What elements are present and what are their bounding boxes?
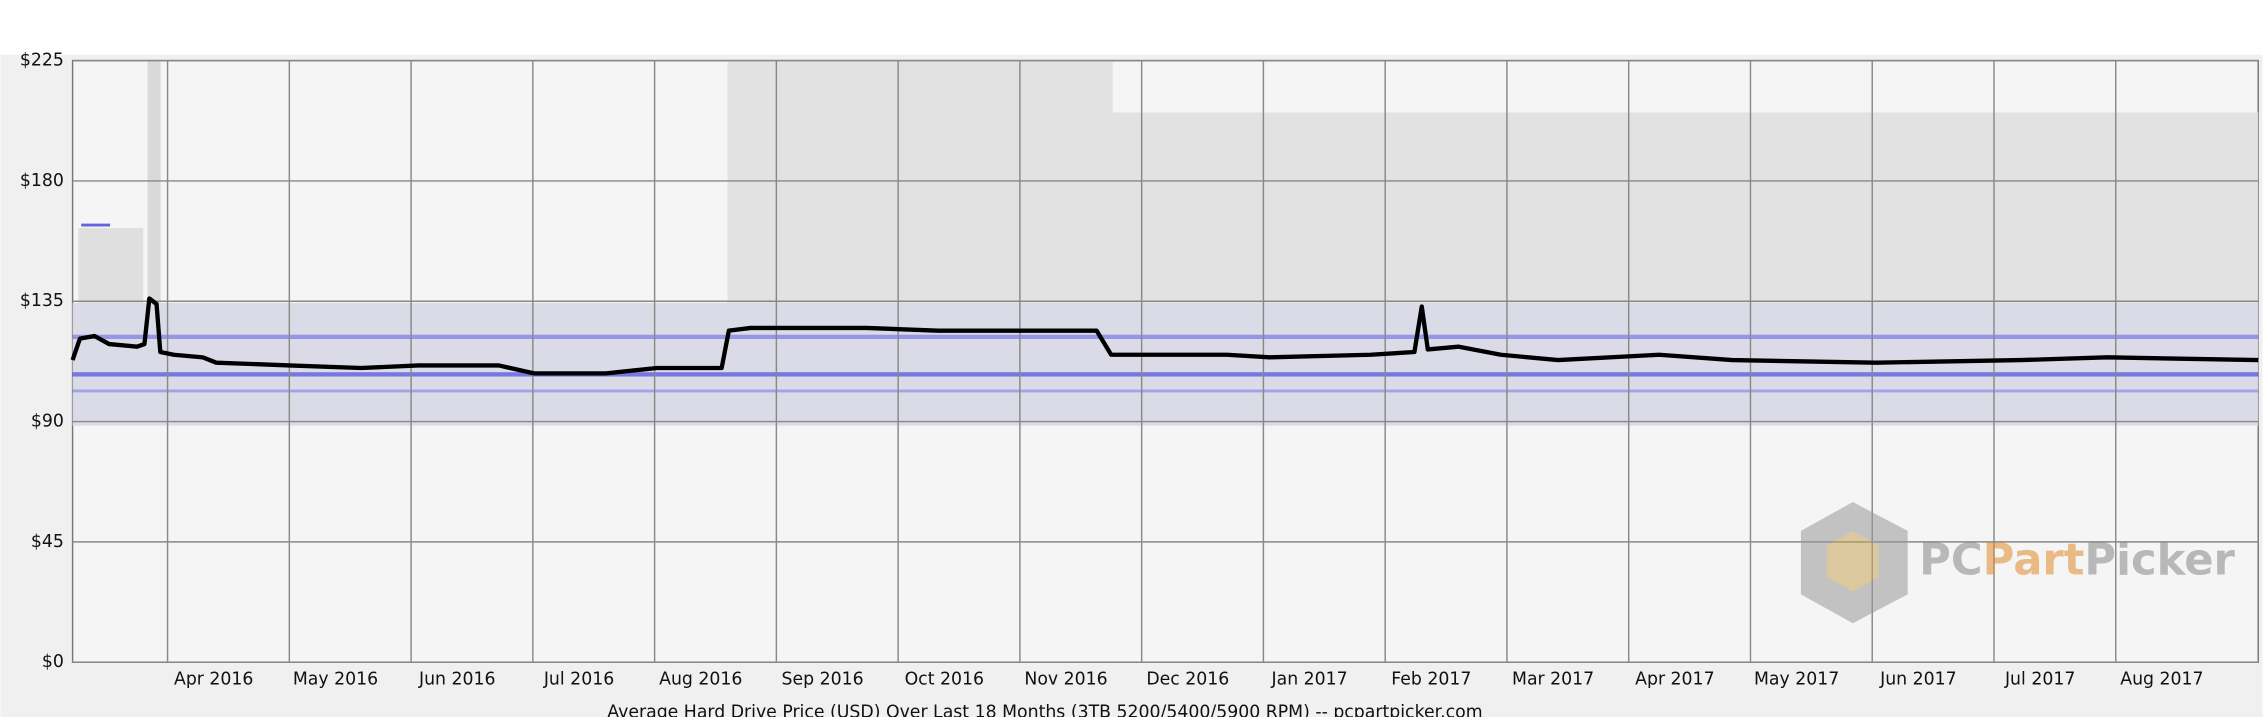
x-tick-label: Jun 2016	[418, 669, 496, 689]
x-tick-label: Nov 2016	[1024, 669, 1107, 689]
watermark-part: Part	[1983, 535, 2085, 585]
grid	[72, 59, 2259, 663]
price-range-shading	[72, 60, 2259, 426]
x-tick-label: Feb 2017	[1391, 669, 1471, 689]
x-tick-label: Mar 2017	[1512, 669, 1594, 689]
watermark-picker: Picker	[2084, 535, 2235, 585]
x-tick-label: Aug 2016	[659, 669, 742, 689]
x-tick-label: Apr 2017	[1635, 669, 1714, 689]
chart-title: Average Hard Drive Price (USD) Over Last…	[607, 703, 1482, 717]
shade	[81, 223, 111, 227]
logo	[1826, 530, 1879, 592]
x-tick-label: May 2016	[293, 669, 378, 689]
x-tick-label: Jul 2017	[2004, 669, 2075, 689]
shade	[72, 334, 2259, 340]
y-tick-label: $225	[20, 51, 64, 71]
y-tick-label: $90	[31, 412, 64, 432]
y-tick-label: $180	[20, 171, 64, 191]
watermark-pc: PC	[1919, 535, 1982, 585]
x-tick-label: Jan 2017	[1270, 669, 1347, 689]
x-tick-label: Sep 2016	[781, 669, 863, 689]
price-line	[70, 296, 2259, 376]
shade	[72, 389, 2259, 393]
x-tick-label: Oct 2016	[905, 669, 984, 689]
x-tick-label: Dec 2016	[1146, 669, 1229, 689]
x-tick-label: Jun 2017	[1879, 669, 1957, 689]
y-tick-label: $0	[42, 652, 64, 672]
y-tick-label: $135	[20, 291, 64, 311]
x-tick-label: Jul 2016	[543, 669, 614, 689]
watermark-text: PCPartPicker	[1919, 535, 2235, 585]
x-tick-label: Apr 2016	[174, 669, 253, 689]
watermark: PCPartPicker	[1800, 502, 2236, 624]
shade	[72, 372, 2259, 377]
x-tick-label: Aug 2017	[2120, 669, 2203, 689]
x-tick-label: May 2017	[1754, 669, 1839, 689]
marks	[70, 296, 2259, 376]
y-tick-label: $45	[31, 532, 64, 552]
